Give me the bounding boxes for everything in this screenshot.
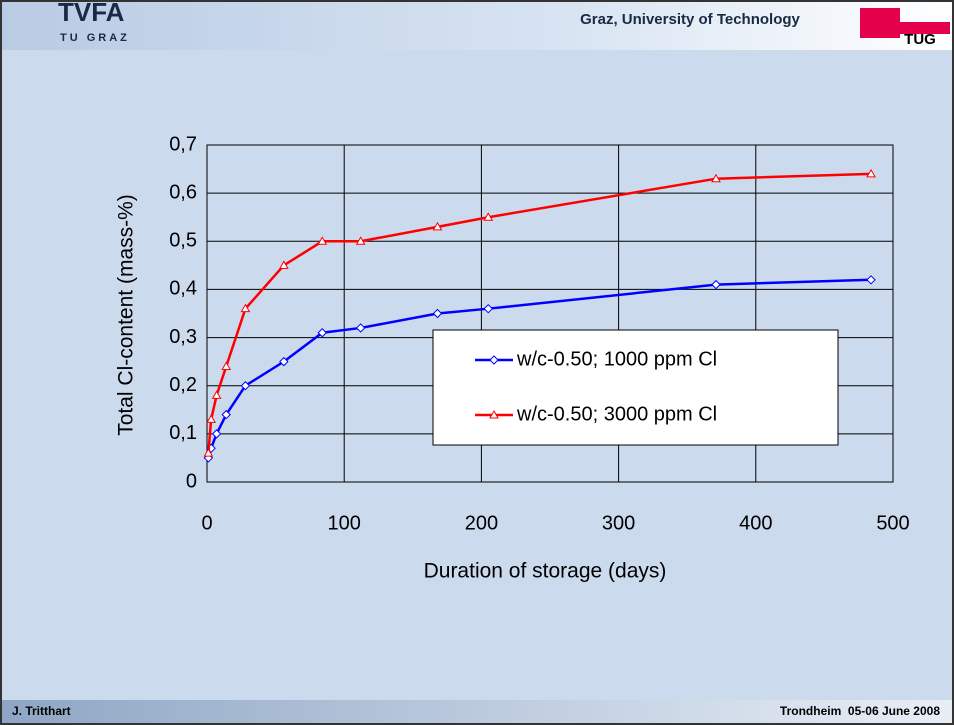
- point: [489, 409, 499, 419]
- badge: TUG: [904, 31, 936, 48]
- logo: TVFA: [58, 0, 125, 27]
- point: [489, 355, 499, 365]
- point: [317, 328, 327, 338]
- y-tick-label: 0: [186, 470, 197, 492]
- point: [355, 323, 366, 333]
- y-tick-label: 0,4: [169, 278, 197, 300]
- point: [203, 448, 214, 457]
- point: [711, 279, 721, 290]
- point: [866, 168, 876, 178]
- logo-sub: TU GRAZ: [60, 32, 130, 44]
- point: [278, 260, 289, 269]
- point: [432, 221, 443, 231]
- x-tick-label: 0: [201, 512, 212, 534]
- point: [279, 356, 289, 367]
- y-axis-label: Total Cl-content (mass-%): [115, 194, 138, 436]
- badge-shape: [860, 8, 900, 38]
- y-tick-label: 0,1: [169, 422, 197, 444]
- point: [355, 236, 366, 245]
- point: [483, 303, 493, 314]
- legend-label: w/c-0.50; 3000 ppm Cl: [516, 403, 717, 425]
- point: [711, 173, 721, 183]
- university: Graz, University of Technology: [580, 11, 800, 28]
- badge-shape: [900, 22, 950, 34]
- y-tick-label: 0,3: [169, 326, 197, 348]
- y-tick-label: 0,5: [169, 230, 197, 252]
- legend-label: w/c-0.50; 1000 ppm Cl: [516, 348, 717, 370]
- point: [317, 236, 328, 245]
- point: [211, 390, 222, 399]
- point: [240, 381, 251, 391]
- x-axis-label: Duration of storage (days): [424, 560, 667, 583]
- point: [866, 275, 876, 285]
- legend-box: [432, 329, 839, 446]
- y-tick-label: 0,2: [169, 374, 197, 396]
- x-tick-label: 300: [602, 512, 635, 534]
- point: [211, 429, 222, 439]
- x-tick-label: 200: [465, 512, 498, 534]
- x-tick-label: 100: [328, 512, 361, 534]
- x-tick-label: 400: [739, 512, 772, 534]
- point: [240, 303, 251, 313]
- x-tick-label: 500: [876, 512, 909, 534]
- point: [221, 409, 231, 420]
- footer-band: [0, 700, 954, 725]
- point: [221, 361, 232, 370]
- header-band: [0, 0, 954, 50]
- y-tick-label: 0,6: [169, 181, 197, 203]
- author: J. Tritthart: [12, 704, 71, 718]
- point: [432, 308, 443, 319]
- point: [206, 414, 216, 423]
- series-line: [207, 172, 872, 454]
- y-tick-label: 0,7: [169, 133, 197, 155]
- point: [483, 212, 494, 221]
- event: Trondheim 05-06 June 2008: [780, 704, 940, 718]
